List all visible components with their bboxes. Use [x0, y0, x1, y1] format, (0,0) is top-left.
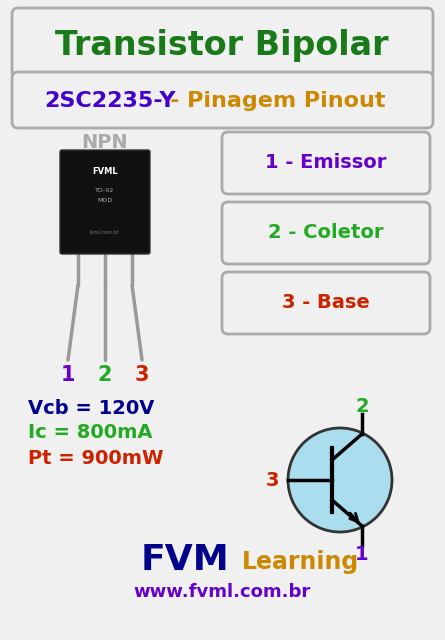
Text: Transistor Bipolar: Transistor Bipolar — [55, 29, 389, 63]
Text: MOD: MOD — [97, 198, 113, 202]
Text: NPN: NPN — [82, 132, 128, 152]
Text: FVML: FVML — [92, 168, 118, 177]
FancyBboxPatch shape — [222, 272, 430, 334]
Text: fvml.com.br: fvml.com.br — [90, 230, 120, 234]
Text: www.fvml.com.br: www.fvml.com.br — [134, 583, 311, 601]
Text: Ic = 800mA: Ic = 800mA — [28, 424, 153, 442]
Text: 1: 1 — [355, 545, 369, 563]
Text: 1: 1 — [61, 365, 75, 385]
Text: 2: 2 — [355, 397, 369, 415]
Text: 2SC2235-Y: 2SC2235-Y — [44, 91, 176, 111]
Text: FVM: FVM — [141, 543, 229, 577]
Text: Pt = 900mW: Pt = 900mW — [28, 449, 163, 467]
FancyBboxPatch shape — [222, 202, 430, 264]
Text: 3: 3 — [265, 470, 279, 490]
Text: 2 - Coletor: 2 - Coletor — [268, 223, 384, 243]
Text: TO-92: TO-92 — [95, 188, 115, 193]
Text: 3: 3 — [135, 365, 149, 385]
Text: - Pinagem Pinout: - Pinagem Pinout — [170, 91, 386, 111]
FancyBboxPatch shape — [60, 150, 150, 254]
Circle shape — [288, 428, 392, 532]
FancyBboxPatch shape — [12, 8, 433, 78]
Text: 3 - Base: 3 - Base — [282, 294, 370, 312]
Text: 1 - Emissor: 1 - Emissor — [265, 154, 387, 173]
Text: 2: 2 — [98, 365, 112, 385]
FancyBboxPatch shape — [222, 132, 430, 194]
Text: Learning: Learning — [241, 550, 359, 574]
FancyBboxPatch shape — [12, 72, 433, 128]
Text: Vcb = 120V: Vcb = 120V — [28, 399, 154, 417]
